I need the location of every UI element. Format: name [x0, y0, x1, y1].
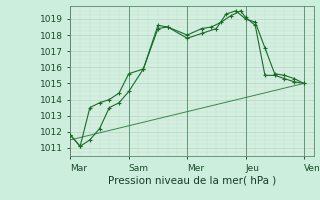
X-axis label: Pression niveau de la mer( hPa ): Pression niveau de la mer( hPa )	[108, 175, 276, 185]
